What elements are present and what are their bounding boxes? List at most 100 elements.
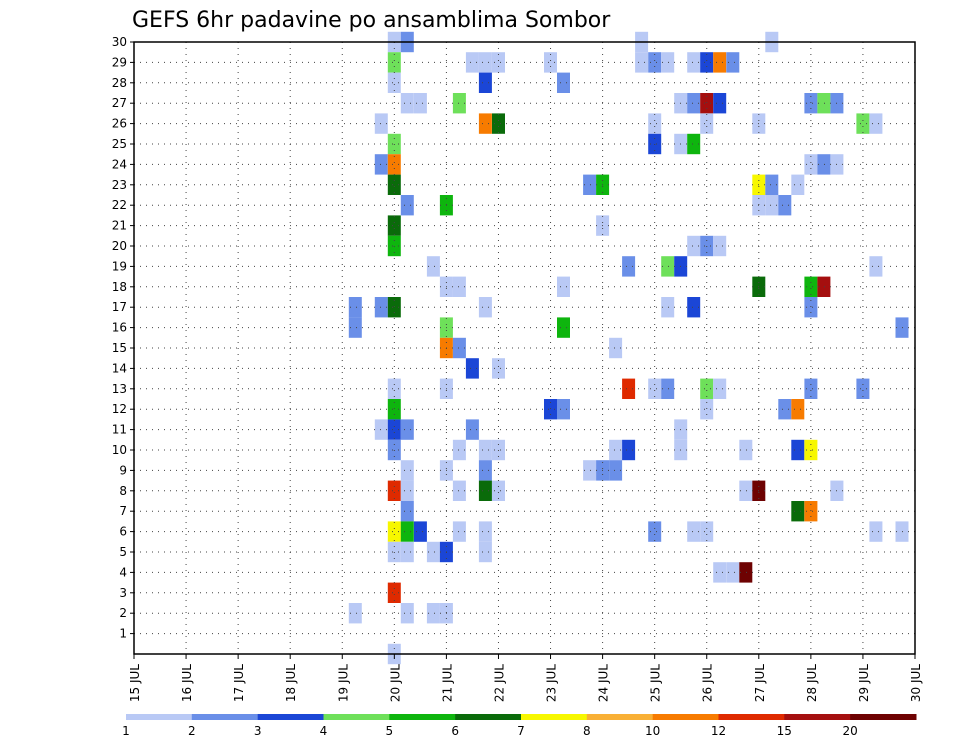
- heatmap-cell: [387, 480, 401, 501]
- heatmap-cell: [869, 256, 883, 277]
- heatmap-cell: [387, 419, 401, 440]
- colorbar-label: 2: [188, 724, 196, 738]
- heatmap-cell: [791, 501, 805, 522]
- x-tick-label: 27 JUL: [753, 664, 767, 702]
- y-tick-label: 15: [112, 341, 127, 355]
- heatmap-cell: [791, 439, 805, 461]
- colorbar-label: 12: [711, 724, 726, 738]
- heatmap-cell: [804, 378, 818, 399]
- colorbar-label: 7: [517, 724, 525, 738]
- heatmap-cell: [622, 439, 636, 461]
- x-tick-label: 16 JUL: [180, 664, 194, 702]
- y-tick-label: 13: [112, 382, 127, 396]
- y-tick-label: 27: [112, 96, 127, 110]
- y-tick-label: 25: [112, 137, 127, 151]
- heatmap-cell: [413, 93, 427, 114]
- heatmap-cell: [478, 521, 492, 542]
- heatmap-cell: [856, 378, 870, 399]
- heatmap-cell: [426, 603, 440, 624]
- colorbar-swatch: [784, 714, 851, 720]
- heatmap-cell: [465, 358, 479, 379]
- heatmap-cell: [387, 154, 401, 175]
- x-axis: 15 JUL 16 JUL 17 JUL 18 JUL 19 JUL 20 JUL 21 J…: [128, 654, 923, 702]
- heatmap-cell: [387, 378, 401, 399]
- y-tick-label: 29: [112, 55, 127, 69]
- heatmap-cell: [765, 195, 779, 216]
- heatmap-cell: [700, 93, 714, 114]
- heatmap-cell: [791, 174, 805, 195]
- heatmap-cell: [687, 52, 701, 73]
- heatmap-cell: [700, 52, 714, 73]
- heatmap-cell: [452, 480, 466, 501]
- chart-title: GEFS 6hr padavine po ansamblima Sombor: [132, 8, 611, 33]
- heatmap-cell: [374, 154, 388, 175]
- heatmap-cell: [700, 521, 714, 542]
- colorbar-swatch: [850, 714, 917, 720]
- y-tick-label: 4: [119, 565, 127, 579]
- heatmap-cell: [387, 72, 401, 93]
- colorbar-swatch: [323, 714, 390, 720]
- heatmap-cell: [400, 460, 414, 481]
- heatmap-cell: [348, 603, 362, 624]
- heatmap-cell: [492, 358, 505, 379]
- colorbar-swatch: [257, 714, 324, 720]
- heatmap-cell: [700, 113, 714, 134]
- colorbar-swatch: [389, 714, 456, 720]
- heatmap-cell: [426, 541, 440, 563]
- colorbar-swatch: [718, 714, 785, 720]
- heatmap-cell: [387, 582, 401, 603]
- heatmap-cell: [804, 154, 818, 175]
- heatmap-cell: [400, 419, 414, 440]
- heatmap-cell: [478, 72, 492, 93]
- colorbar-swatch: [652, 714, 719, 720]
- heatmap-cell: [387, 215, 401, 236]
- colorbar-swatch: [455, 714, 522, 720]
- heatmap-cell: [348, 317, 362, 338]
- x-tick-label: 15 JUL: [128, 664, 142, 702]
- heatmap-cell: [713, 52, 727, 73]
- heatmap-cell: [661, 378, 675, 399]
- colorbar-swatch: [126, 714, 193, 720]
- heatmap-cell: [387, 52, 401, 73]
- heatmap-cell: [478, 52, 492, 73]
- heatmap-cell: [687, 297, 701, 318]
- heatmap-cell: [452, 337, 466, 359]
- heatmap-cell: [804, 501, 818, 522]
- heatmap-cell: [856, 113, 870, 134]
- heatmap-cell: [478, 297, 492, 318]
- heatmap-cell: [869, 521, 883, 542]
- y-tick-label: 12: [112, 402, 127, 416]
- heatmap-cell: [387, 399, 401, 420]
- heatmap-cell: [413, 521, 427, 542]
- y-tick-label: 10: [112, 443, 127, 457]
- heatmap-cells: [348, 31, 909, 665]
- colorbar-label: 10: [645, 724, 660, 738]
- colorbar-label: 6: [451, 724, 459, 738]
- heatmap-cell: [713, 235, 727, 257]
- colorbar-swatch: [191, 714, 259, 720]
- heatmap-cell: [791, 399, 805, 420]
- heatmap-cell: [804, 297, 818, 318]
- colorbar-label: 5: [385, 724, 393, 738]
- heatmap-cell: [713, 378, 727, 399]
- heatmap-cell: [583, 460, 597, 481]
- heatmap-cell: [661, 52, 675, 73]
- x-tick-label: 21 JUL: [440, 664, 454, 702]
- heatmap-cell: [400, 501, 414, 522]
- x-tick-label: 26 JUL: [701, 664, 715, 702]
- y-tick-label: 9: [119, 463, 127, 477]
- heatmap-cell: [726, 562, 740, 583]
- heatmap-cell: [648, 113, 662, 134]
- heatmap-cell: [557, 72, 570, 93]
- heatmap-cell: [465, 419, 479, 440]
- heatmap-cell: [739, 480, 753, 501]
- heatmap-cell: [700, 399, 714, 420]
- heatmap-cell: [452, 276, 466, 297]
- colorbar-label: 20: [843, 724, 858, 738]
- heatmap-cell: [648, 521, 662, 542]
- heatmap-cell: [726, 52, 740, 73]
- heatmap-cell: [687, 235, 701, 257]
- y-tick-label: 17: [112, 300, 127, 314]
- heatmap-cell: [804, 93, 818, 114]
- y-tick-label: 16: [112, 321, 127, 335]
